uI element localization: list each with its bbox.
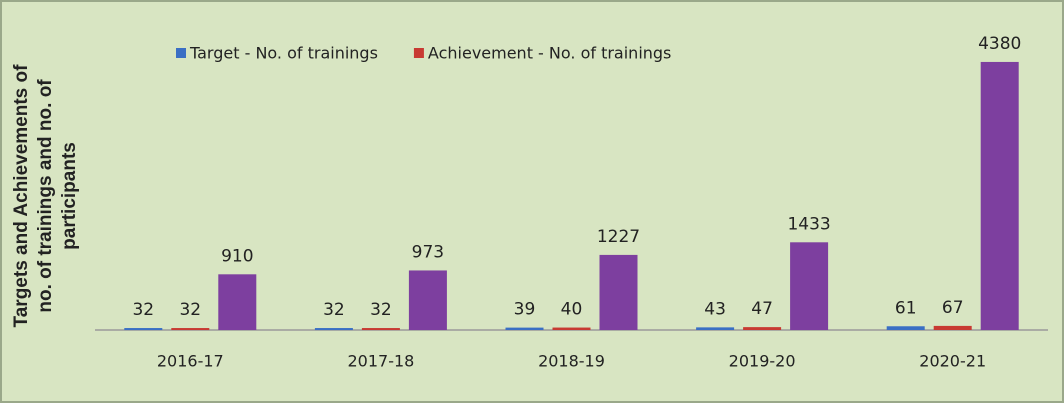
bar (361, 328, 400, 331)
y-axis-title-line: participants (59, 142, 80, 250)
bar (552, 327, 591, 330)
bar (743, 327, 782, 330)
x-tick-label: 2016-17 (157, 352, 224, 371)
bar (171, 328, 210, 331)
value-label: 32 (132, 300, 154, 320)
value-label: 1433 (787, 214, 830, 234)
value-label: 1227 (597, 227, 640, 247)
y-axis-title: Targets and Achievements of no. of traini… (11, 64, 80, 328)
bar (599, 254, 638, 330)
value-label: 39 (514, 300, 536, 320)
bar (218, 274, 257, 330)
value-label: 32 (323, 300, 345, 320)
value-label: 43 (704, 299, 726, 319)
y-axis-title-line: no. of trainings and no. of (35, 79, 56, 313)
bar (933, 325, 972, 330)
bar (505, 327, 544, 330)
bar (886, 326, 925, 330)
bar (408, 270, 447, 330)
legend-label: Target - No. of trainings (189, 44, 378, 63)
value-label: 40 (561, 300, 583, 320)
bar (980, 61, 1019, 330)
legend-swatch (413, 48, 424, 58)
bar (124, 328, 163, 331)
bar (696, 327, 735, 330)
bar (790, 242, 829, 330)
value-label: 67 (942, 298, 964, 318)
value-label: 4380 (978, 34, 1021, 54)
bar (314, 328, 353, 331)
y-axis-title-line: Targets and Achievements of (11, 64, 32, 328)
legend-swatch (176, 48, 186, 58)
value-label: 47 (751, 299, 773, 319)
x-tick-label: 2017-18 (347, 352, 414, 371)
x-tick-label: 2019-20 (729, 352, 796, 371)
value-label: 32 (370, 300, 392, 320)
value-label: 973 (412, 242, 444, 262)
legend-label: Achievement - No. of trainings (428, 44, 671, 63)
x-tick-label: 2018-19 (538, 352, 605, 371)
value-label: 910 (221, 246, 253, 266)
value-label: 32 (179, 300, 201, 320)
value-label: 61 (895, 298, 917, 318)
x-tick-label: 2020-21 (919, 352, 986, 371)
